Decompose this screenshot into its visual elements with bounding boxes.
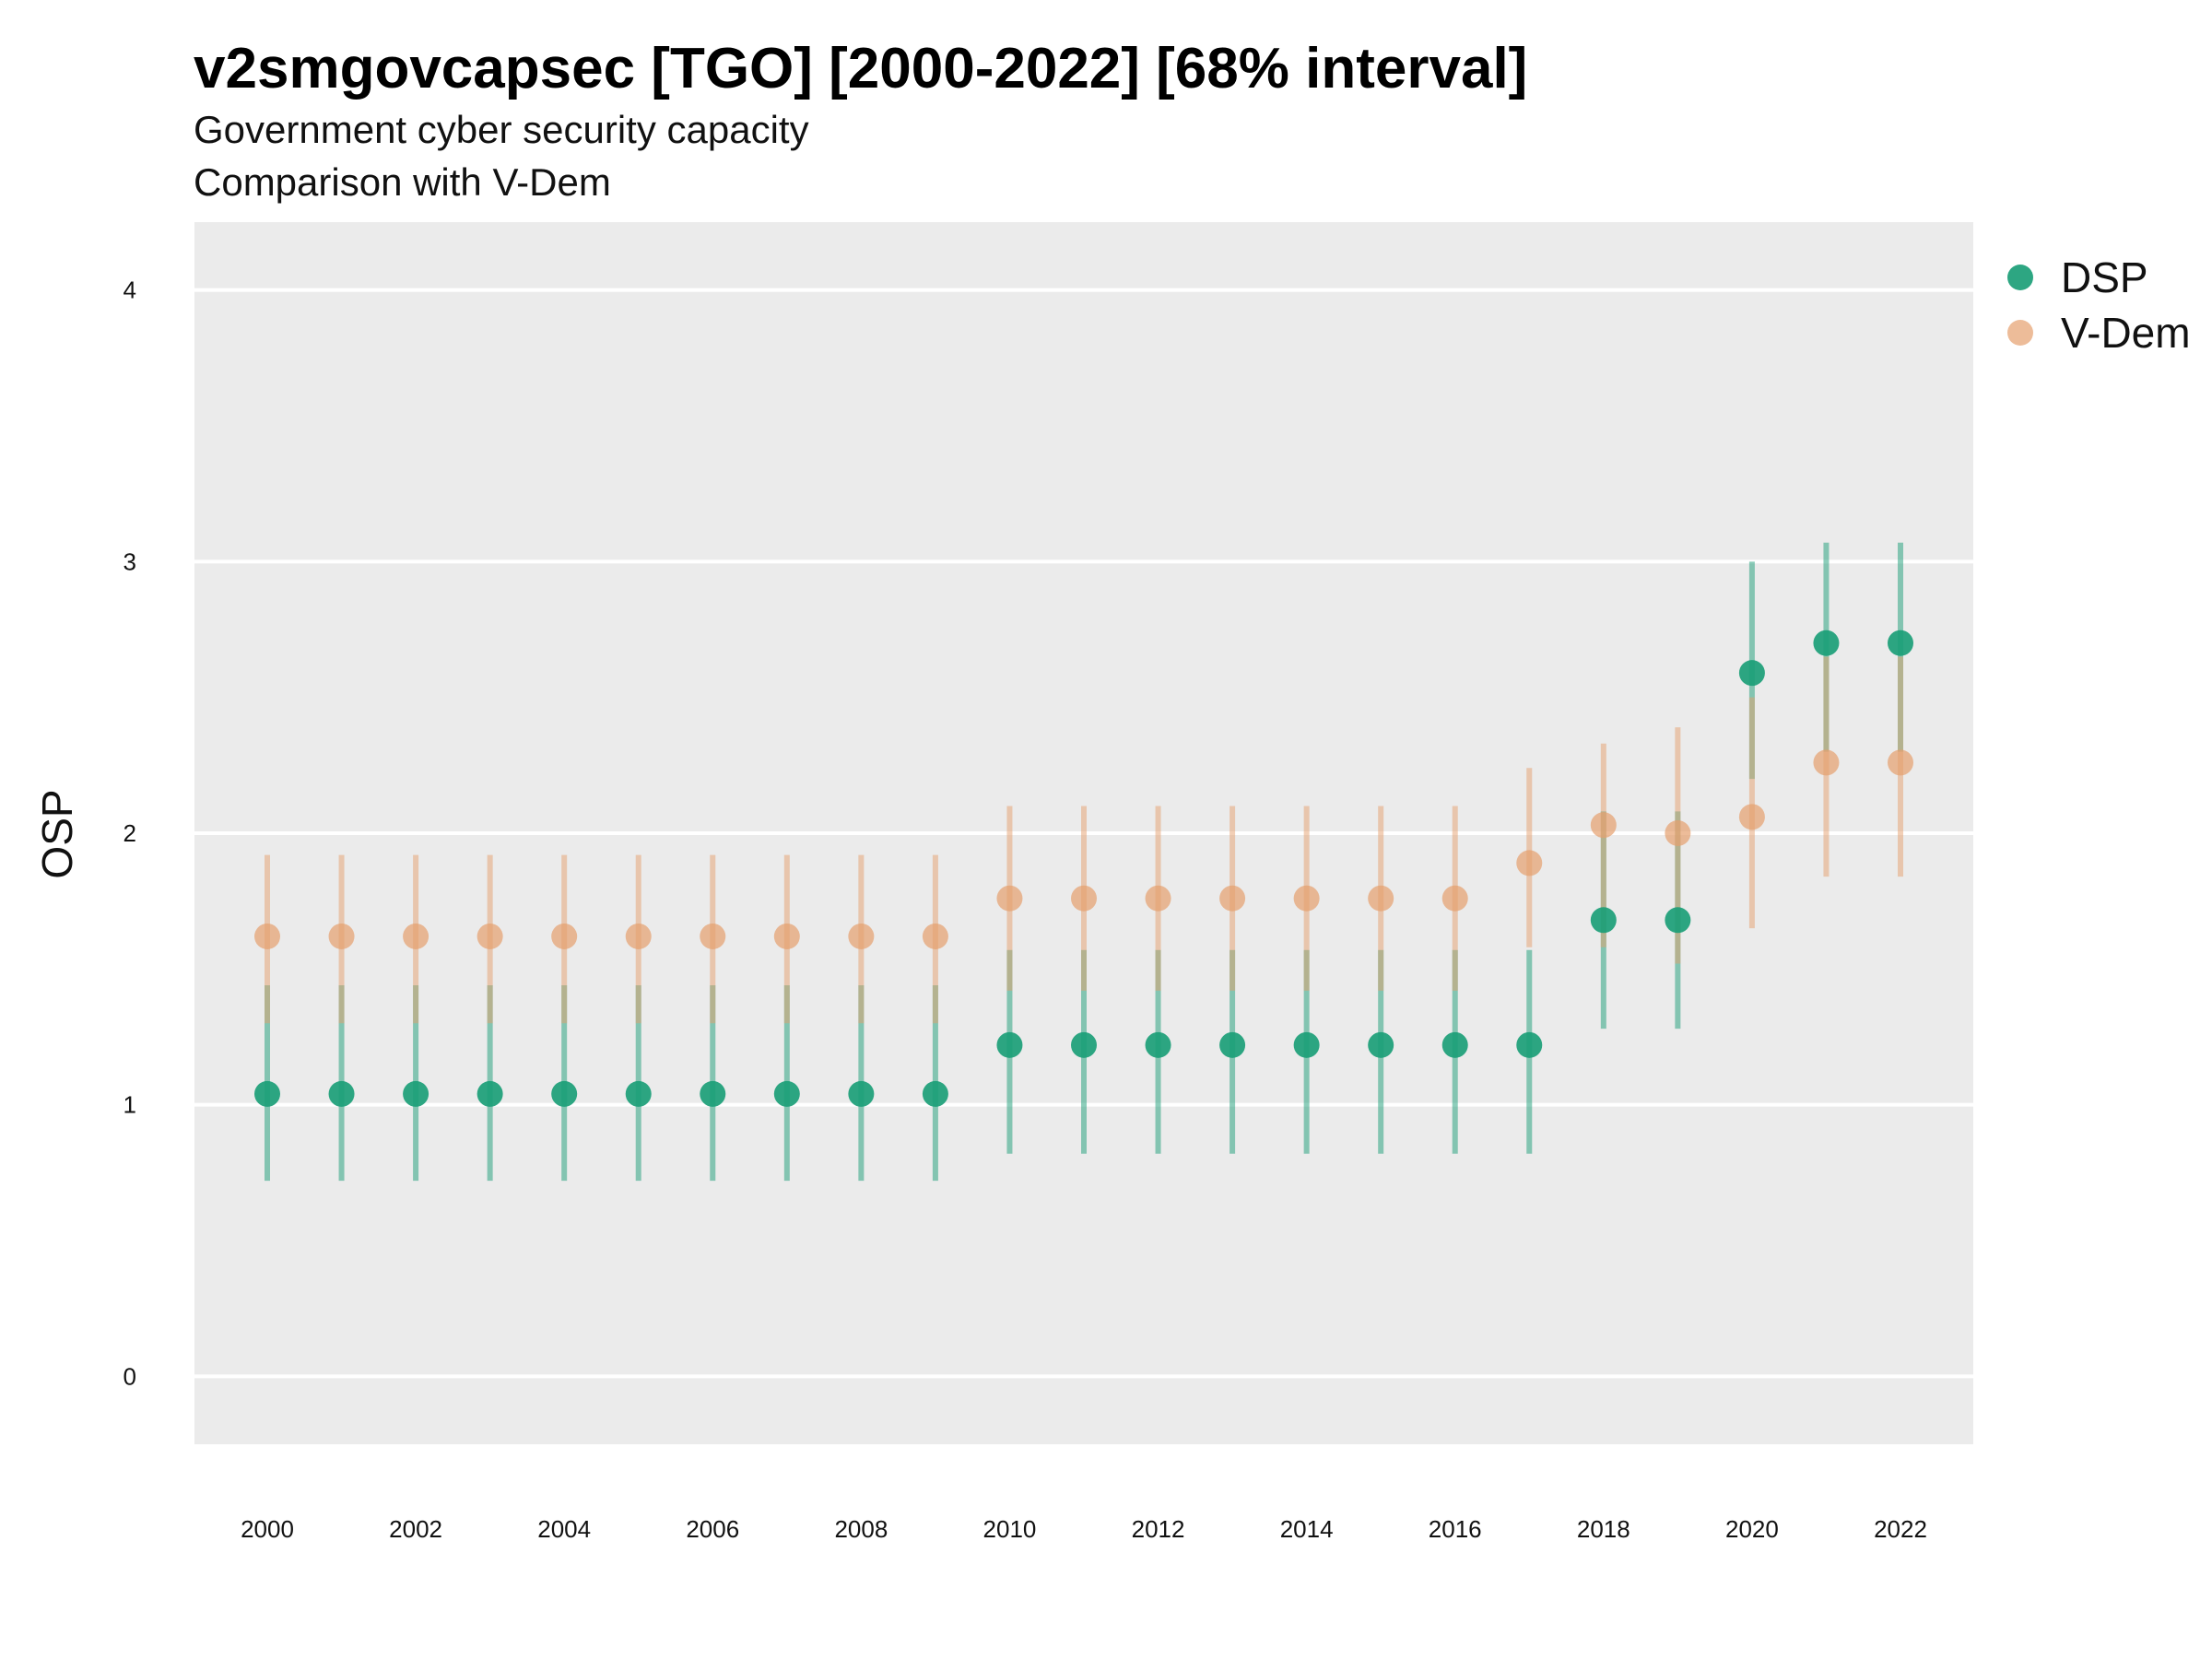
x-tick-label-2016: 2016 <box>1429 1515 1482 1543</box>
point-vdem-2005 <box>625 923 652 949</box>
point-dsp-2014 <box>1293 1031 1320 1058</box>
point-vdem-2008 <box>848 923 875 949</box>
point-vdem-2020 <box>1738 804 1765 830</box>
point-dsp-2003 <box>477 1080 503 1107</box>
point-vdem-2016 <box>1441 885 1468 912</box>
x-tick-label-2002: 2002 <box>389 1515 442 1543</box>
x-tick-label-2014: 2014 <box>1280 1515 1334 1543</box>
point-vdem-2021 <box>1813 749 1840 776</box>
point-vdem-2002 <box>403 923 429 949</box>
point-dsp-2022 <box>1888 629 1913 656</box>
point-vdem-2013 <box>1219 885 1246 912</box>
chart-subtitle: Government cyber security capacity <box>194 108 809 151</box>
point-dsp-2013 <box>1219 1031 1246 1058</box>
y-tick-label-3: 3 <box>124 547 136 575</box>
point-vdem-2003 <box>477 923 503 949</box>
legend[interactable]: DSP V-Dem <box>2007 253 2191 357</box>
x-axis-ticks: 2000 2002 2004 2006 2008 2010 2012 2014 2016 2018… <box>241 1515 1927 1543</box>
point-dsp-2021 <box>1813 629 1840 656</box>
x-tick-label-2018: 2018 <box>1577 1515 1630 1543</box>
point-dsp-2000 <box>254 1080 280 1107</box>
legend-label-vdem: V-Dem <box>2061 309 2191 357</box>
point-vdem-2011 <box>1071 885 1097 912</box>
point-vdem-2006 <box>700 923 726 949</box>
y-axis-ticks: 0 1 2 3 4 <box>124 276 136 1391</box>
x-tick-label-2008: 2008 <box>834 1515 888 1543</box>
point-dsp-2011 <box>1071 1031 1097 1058</box>
point-dsp-2002 <box>403 1080 429 1107</box>
x-tick-label-2000: 2000 <box>241 1515 294 1543</box>
point-dsp-2017 <box>1516 1031 1543 1058</box>
legend-marker-vdem <box>2007 320 2033 346</box>
point-dsp-2005 <box>625 1080 652 1107</box>
point-vdem-2022 <box>1888 749 1913 776</box>
legend-marker-dsp <box>2007 265 2033 290</box>
point-dsp-2019 <box>1665 907 1691 934</box>
point-dsp-2020 <box>1738 660 1765 687</box>
point-vdem-2015 <box>1368 885 1394 912</box>
x-tick-label-2022: 2022 <box>1874 1515 1927 1543</box>
point-dsp-2009 <box>922 1080 948 1107</box>
point-vdem-2004 <box>551 923 578 949</box>
point-vdem-2001 <box>328 923 355 949</box>
point-vdem-2007 <box>773 923 800 949</box>
point-vdem-2000 <box>254 923 280 949</box>
point-dsp-2015 <box>1368 1031 1394 1058</box>
point-vdem-2018 <box>1590 812 1617 839</box>
x-tick-label-2006: 2006 <box>686 1515 739 1543</box>
point-dsp-2010 <box>996 1031 1023 1058</box>
point-dsp-2018 <box>1590 907 1617 934</box>
data-marks <box>254 542 1913 1182</box>
chart-subtitle-2: Comparison with V-Dem <box>194 160 611 204</box>
point-vdem-2012 <box>1145 885 1171 912</box>
point-vdem-2017 <box>1516 850 1543 877</box>
y-tick-label-0: 0 <box>124 1362 136 1390</box>
point-vdem-2009 <box>922 923 948 949</box>
chart-title: v2smgovcapsec [TGO] [2000-2022] [68% int… <box>194 37 1527 100</box>
point-dsp-2007 <box>773 1080 800 1107</box>
y-tick-label-4: 4 <box>124 276 136 304</box>
point-dsp-2006 <box>700 1080 726 1107</box>
point-vdem-2010 <box>996 885 1023 912</box>
point-dsp-2008 <box>848 1080 875 1107</box>
x-tick-label-2012: 2012 <box>1132 1515 1185 1543</box>
x-tick-label-2010: 2010 <box>983 1515 1037 1543</box>
point-vdem-2019 <box>1665 820 1691 846</box>
legend-label-dsp: DSP <box>2061 253 2148 301</box>
point-dsp-2001 <box>328 1080 355 1107</box>
point-dsp-2016 <box>1441 1031 1468 1058</box>
y-axis-label: OSP <box>33 789 81 878</box>
point-dsp-2012 <box>1145 1031 1171 1058</box>
x-tick-label-2020: 2020 <box>1725 1515 1779 1543</box>
point-dsp-2004 <box>551 1080 578 1107</box>
x-tick-label-2004: 2004 <box>537 1515 591 1543</box>
point-vdem-2014 <box>1293 885 1320 912</box>
y-tick-label-1: 1 <box>124 1091 136 1119</box>
y-tick-label-2: 2 <box>124 819 136 847</box>
